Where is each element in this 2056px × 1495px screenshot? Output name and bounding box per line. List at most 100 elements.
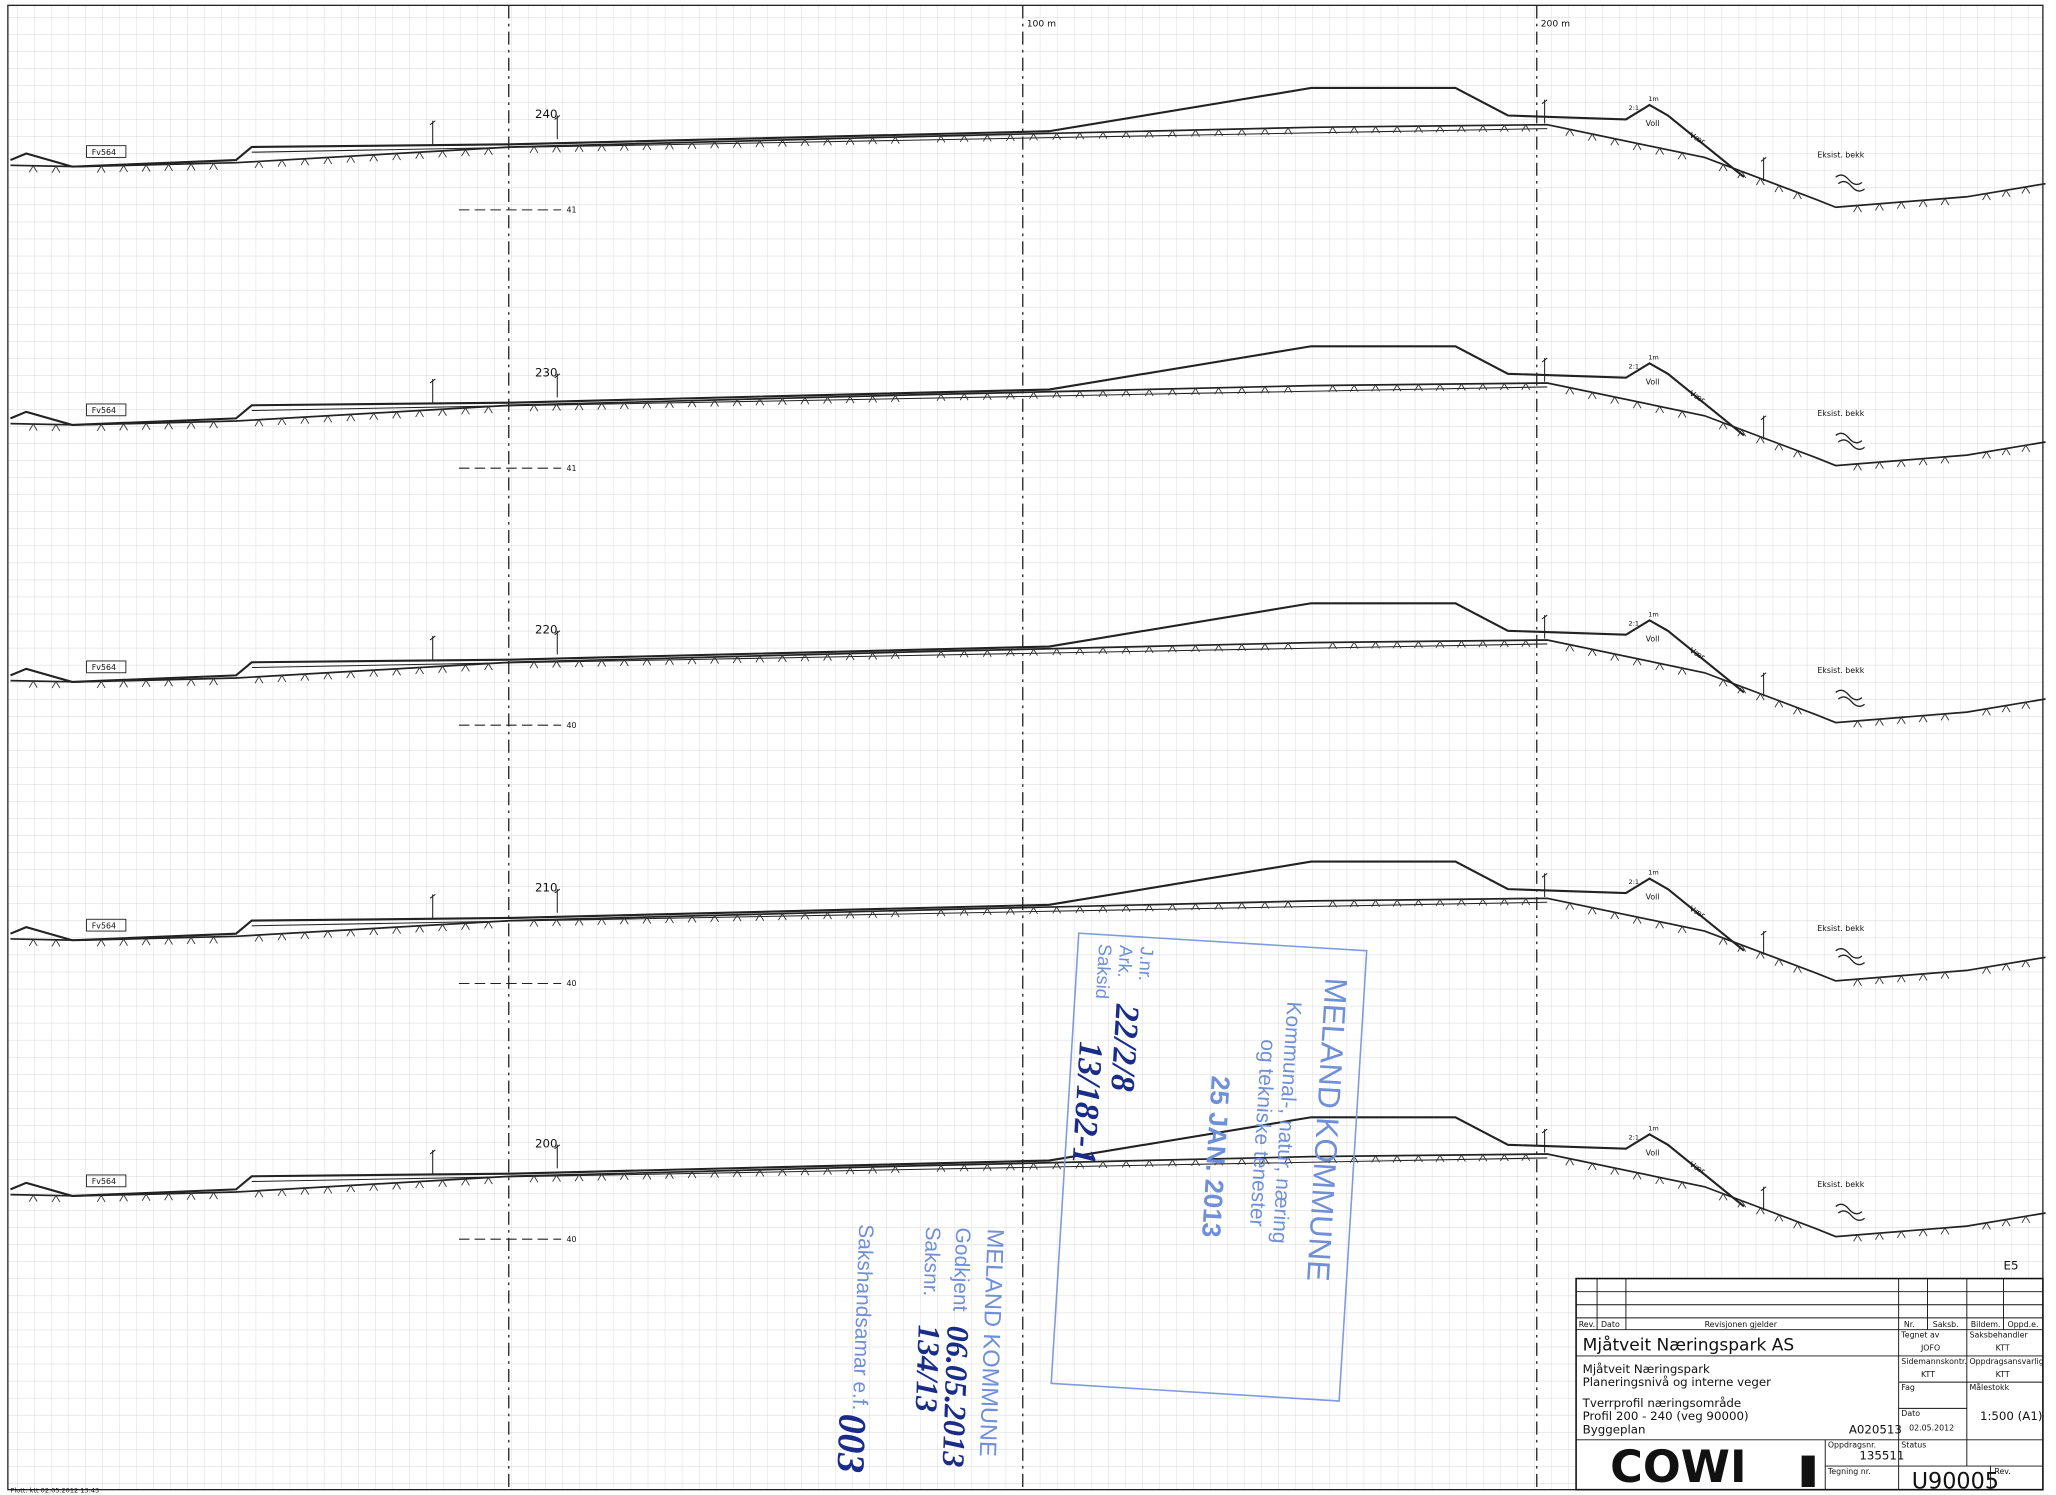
field-label: Tegnet av bbox=[1900, 1331, 1940, 1340]
terrain-tick bbox=[1144, 1159, 1154, 1168]
stamp-field: Saksid bbox=[1092, 943, 1116, 999]
berm-label: Voll bbox=[1646, 119, 1660, 128]
terrain-tick bbox=[1896, 974, 1906, 983]
terrain-tick bbox=[1371, 383, 1380, 392]
terrain-tick bbox=[710, 1170, 719, 1178]
terrain-tick bbox=[209, 1191, 218, 1200]
field-label: Oppdragsnr. bbox=[1828, 1441, 1876, 1450]
terrain-tick bbox=[484, 147, 493, 156]
terrain-tick bbox=[597, 917, 607, 926]
terrain-tick bbox=[732, 140, 742, 148]
terrain-tick bbox=[597, 143, 607, 152]
terrain-tick bbox=[574, 659, 584, 668]
terrain-tick bbox=[710, 399, 719, 407]
terrain-tick bbox=[209, 935, 218, 944]
terrain-tick bbox=[1521, 897, 1531, 906]
drawing-title: Profil 200 - 240 (veg 90000) bbox=[1583, 1409, 1749, 1423]
terrain-tick bbox=[1918, 457, 1928, 466]
terrain-tick bbox=[1414, 1154, 1423, 1163]
terrain-tick bbox=[1349, 641, 1359, 649]
terrain-tick bbox=[254, 934, 264, 942]
terrain-tick bbox=[619, 916, 629, 925]
terrain-tick bbox=[1214, 386, 1223, 395]
terrain-tick bbox=[323, 1185, 333, 1194]
terrain-tick bbox=[687, 1170, 697, 1179]
terrain-tick bbox=[438, 1179, 447, 1187]
terrain-tick bbox=[438, 665, 447, 673]
field-value: KTT bbox=[1996, 1344, 2010, 1353]
terrain-tick bbox=[277, 932, 287, 941]
handwritten-value: 13/182-1 bbox=[1065, 1040, 1109, 1165]
terrain-tick bbox=[1392, 125, 1402, 134]
terrain-tick bbox=[1191, 387, 1200, 396]
terrain-tick bbox=[1853, 462, 1862, 471]
creek-label: Eksist. bekk bbox=[1817, 409, 1864, 418]
terrain-tick bbox=[323, 671, 333, 680]
terrain-tick bbox=[346, 928, 356, 937]
terrain-tick bbox=[552, 144, 561, 153]
terrain-tick bbox=[1655, 1176, 1664, 1185]
terrain-tick bbox=[1435, 1154, 1445, 1162]
terrain-tick bbox=[959, 392, 969, 401]
terrain-tick bbox=[164, 163, 173, 172]
pole bbox=[1760, 157, 1767, 182]
distance-marker: 200 m bbox=[1541, 18, 1570, 29]
terrain-tick bbox=[1737, 685, 1747, 694]
terrain-tick bbox=[1283, 126, 1293, 135]
terrain-tick bbox=[2001, 189, 2011, 198]
terrain-tick bbox=[28, 1194, 38, 1202]
terrain-tick bbox=[186, 936, 196, 945]
terrain-tick bbox=[1632, 1171, 1642, 1180]
terrain-tick bbox=[1853, 719, 1862, 728]
terrain-tick bbox=[51, 423, 61, 432]
terrain-tick bbox=[369, 1183, 379, 1191]
terrain-tick bbox=[164, 937, 173, 945]
scale: 1:500 (A1) bbox=[1980, 1409, 2043, 1423]
terrain-tick bbox=[1918, 1228, 1928, 1237]
terrain-tick bbox=[415, 1180, 424, 1189]
design-level bbox=[10, 1116, 1745, 1208]
terrain-tick bbox=[1982, 192, 1991, 201]
terrain-tick bbox=[619, 143, 629, 151]
terrain-tick bbox=[778, 654, 787, 663]
field-value: KTT bbox=[1921, 1370, 1935, 1379]
height-label: 1m bbox=[1648, 95, 1659, 103]
terrain-tick bbox=[936, 908, 946, 917]
terrain-tick bbox=[1478, 124, 1488, 133]
terrain-tick bbox=[1587, 906, 1597, 915]
height-label: 1m bbox=[1648, 610, 1659, 618]
slope-label: 2:1 bbox=[1629, 104, 1640, 112]
height-label: 1m bbox=[1648, 869, 1659, 877]
terrain-tick bbox=[1075, 647, 1085, 655]
pole bbox=[1760, 672, 1767, 697]
terrain-tick bbox=[2001, 1218, 2011, 1227]
terrain-tick bbox=[1052, 905, 1062, 914]
terrain-tick bbox=[1755, 435, 1765, 444]
terrain-tick bbox=[800, 1167, 810, 1176]
terrain-tick bbox=[461, 664, 470, 672]
terrain-tick bbox=[1457, 1154, 1466, 1162]
terrain-tick bbox=[868, 910, 878, 919]
terrain-tick bbox=[346, 155, 356, 163]
terrain-tick bbox=[1237, 1157, 1247, 1166]
terrain-tick bbox=[1875, 976, 1884, 985]
terrain-tick bbox=[1587, 648, 1597, 657]
terrain-tick bbox=[119, 938, 128, 946]
terrain-tick bbox=[2021, 186, 2031, 194]
terrain-tick bbox=[1435, 898, 1445, 907]
terrain-tick bbox=[415, 666, 424, 675]
terrain-tick bbox=[823, 1167, 832, 1175]
terrain-tick bbox=[755, 913, 765, 921]
terrain-tick bbox=[1457, 124, 1466, 133]
terrain-tick bbox=[141, 679, 151, 688]
terrain-tick bbox=[1098, 1160, 1108, 1169]
terrain-tick bbox=[1655, 405, 1664, 414]
terrain-tick bbox=[1191, 902, 1200, 911]
terrain-tick bbox=[755, 654, 765, 663]
terrain-tick bbox=[1121, 1160, 1131, 1168]
terrain-tick bbox=[1168, 129, 1177, 138]
terrain-tick bbox=[1237, 128, 1247, 136]
design-level bbox=[10, 860, 1745, 952]
terrain-tick bbox=[1075, 131, 1085, 140]
